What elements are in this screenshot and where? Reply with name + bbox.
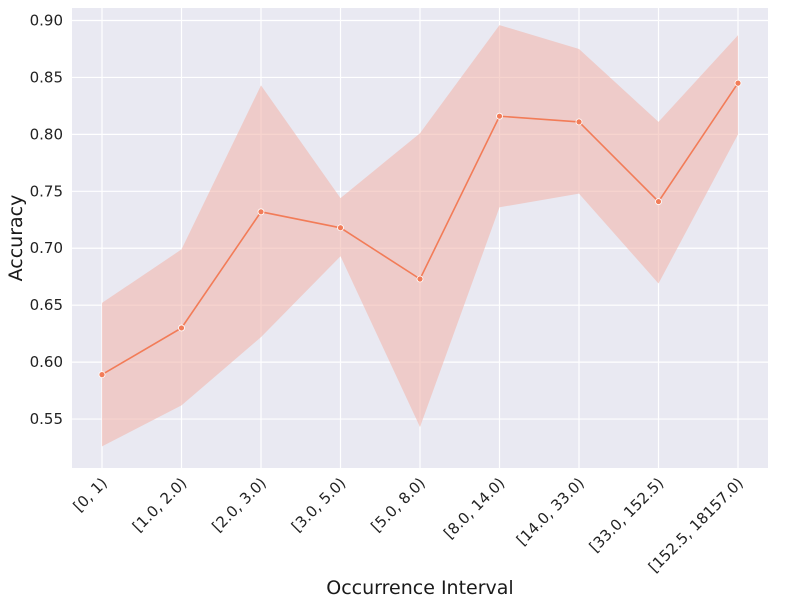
y-tick-label: 0.75 xyxy=(30,182,63,200)
y-tick-label: 0.60 xyxy=(30,353,63,371)
x-axis-title: Occurrence Interval xyxy=(326,577,513,599)
data-point xyxy=(178,324,185,332)
y-axis-title: Accuracy xyxy=(5,195,27,282)
y-tick-label: 0.80 xyxy=(30,125,63,143)
x-tick-label: [0, 1) xyxy=(70,474,111,515)
y-tick-label: 0.90 xyxy=(30,12,63,30)
data-point xyxy=(257,208,265,216)
data-point xyxy=(98,371,106,379)
data-point xyxy=(337,224,344,232)
y-tick-label: 0.65 xyxy=(30,296,63,314)
x-tick-label: [3.0, 5.0) xyxy=(288,474,349,535)
x-tick-label: [8.0, 14.0) xyxy=(440,474,508,542)
y-tick-label: 0.55 xyxy=(30,410,63,428)
confidence-band xyxy=(102,25,738,447)
data-point xyxy=(734,79,742,87)
x-tick-label: [14.0, 33.0) xyxy=(513,474,588,549)
data-point xyxy=(416,275,424,283)
x-tick-label: [1.0, 2.0) xyxy=(129,474,190,535)
x-tick-label: [33.0, 152.5) xyxy=(586,474,668,556)
data-point xyxy=(496,112,503,120)
y-tick-labels: 0.55 0.60 0.65 0.70 0.75 0.80 0.85 0.90 xyxy=(30,12,63,429)
data-point xyxy=(575,118,583,126)
data-point xyxy=(655,198,662,205)
y-tick-label: 0.70 xyxy=(30,239,63,257)
data-points xyxy=(98,79,742,379)
x-tick-labels: [0, 1) [1.0, 2.0) [2.0, 3.0) [3.0, 5.0) [5.0… xyxy=(70,474,747,576)
x-tick-label: [2.0, 3.0) xyxy=(208,474,269,535)
x-tick-label: [5.0, 8.0) xyxy=(367,474,428,535)
y-tick-label: 0.85 xyxy=(30,68,63,86)
